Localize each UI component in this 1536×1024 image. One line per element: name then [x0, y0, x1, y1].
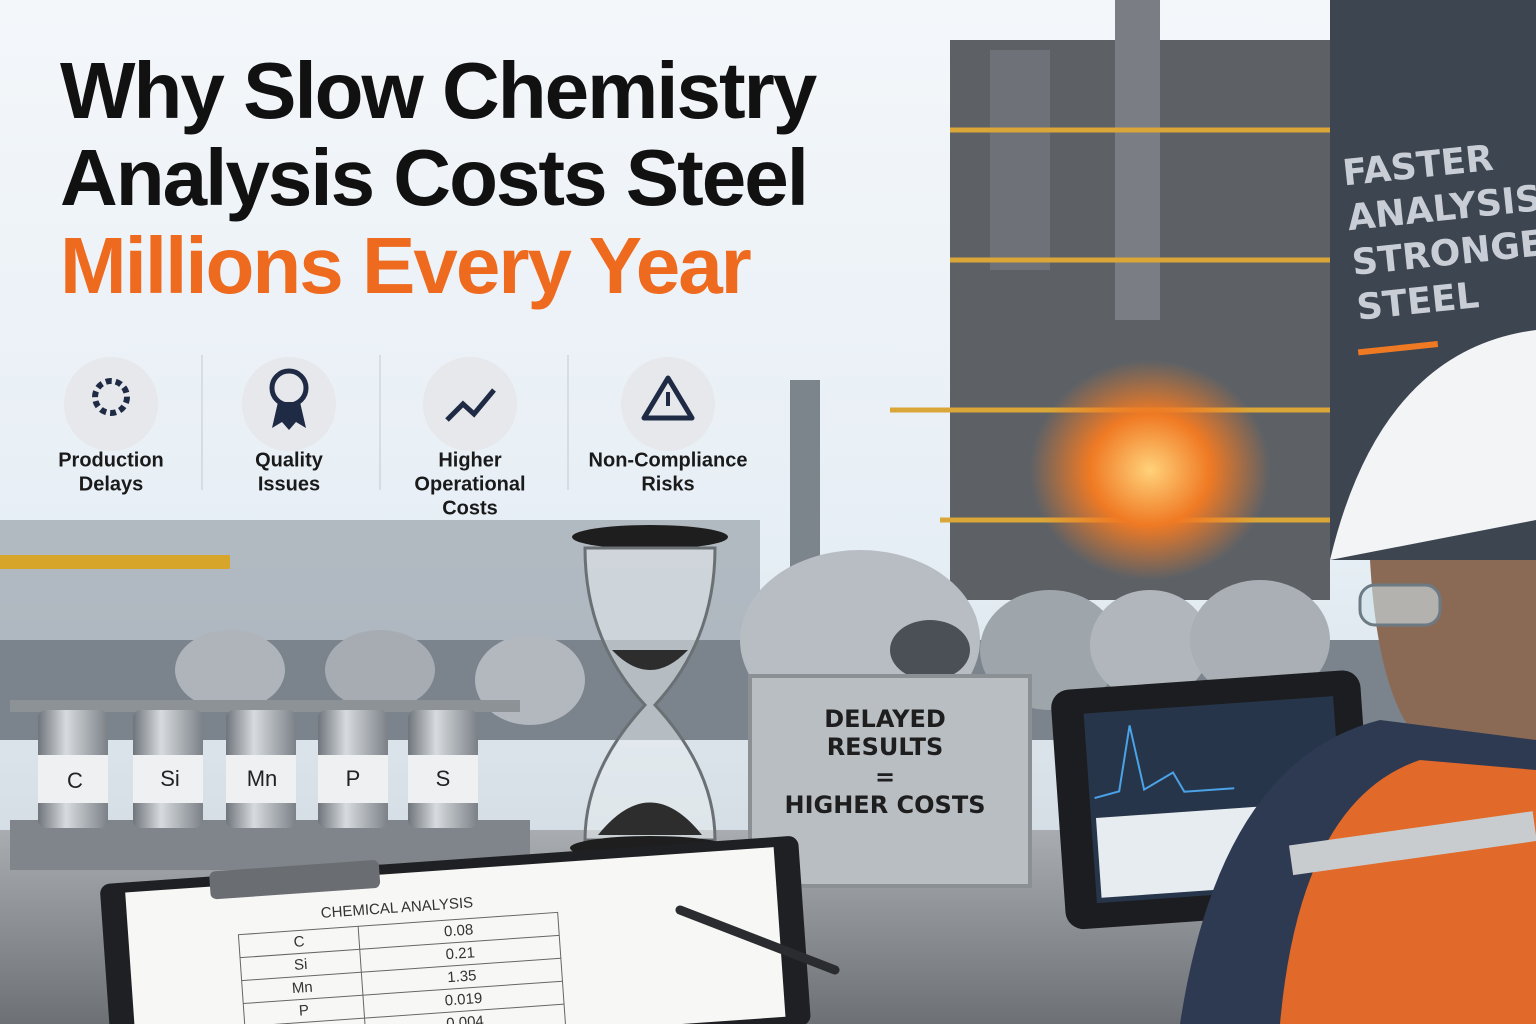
- sign-text: RESULTS: [827, 733, 944, 761]
- sample-label: P: [346, 766, 361, 791]
- title-line: Millions Every Year: [60, 221, 751, 310]
- worker: [1180, 330, 1536, 1024]
- issue-label: Non-Compliance: [589, 449, 748, 471]
- samples: [38, 710, 478, 828]
- sample-label: C: [67, 768, 83, 793]
- sign-text: HIGHER COSTS: [785, 791, 986, 819]
- issue-label: Operational: [414, 473, 525, 495]
- issue-label: Issues: [258, 473, 320, 495]
- title-line: Analysis Costs Steel: [60, 133, 807, 222]
- issue-label: Higher: [438, 449, 502, 471]
- sample-label: Si: [160, 766, 180, 791]
- issue-label: Production: [58, 449, 164, 471]
- tower-stripe: [1357, 341, 1439, 356]
- issue-icons: [64, 355, 715, 490]
- clipboard-element: Mn: [291, 979, 313, 997]
- clipboard-value: 0.08: [444, 921, 474, 940]
- sample-label: S: [436, 766, 451, 791]
- clipboard: CHEMICAL ANALYSIS C0.08Si0.21Mn1.35P0.01…: [100, 836, 811, 1024]
- sample-label: Mn: [247, 766, 278, 791]
- sign-text: =: [875, 763, 895, 791]
- issue-label: Costs: [442, 497, 498, 519]
- clipboard-grid: [237, 911, 567, 1024]
- clipboard-element: P: [298, 1002, 309, 1020]
- crane: [0, 555, 230, 569]
- pen: [675, 905, 840, 975]
- title-line: Why Slow Chemistry: [60, 46, 818, 135]
- issue-label: Risks: [641, 473, 694, 495]
- rack: [10, 700, 520, 712]
- furnace-glow: [1030, 360, 1270, 580]
- clipboard-element: C: [293, 933, 305, 951]
- sign-text: DELAYED: [824, 705, 946, 733]
- stack: [1115, 0, 1160, 320]
- clipboard-value: 1.35: [447, 967, 477, 986]
- clipboard-value: 0.019: [444, 990, 483, 1010]
- clipboard-value: 0.21: [445, 944, 475, 963]
- issue-label: Quality: [255, 449, 324, 471]
- result-sign: [748, 674, 1032, 888]
- issue-label: Delays: [79, 473, 144, 495]
- stack: [990, 50, 1050, 270]
- clipboard-value: 0.004: [446, 1013, 485, 1024]
- clipboard-element: Si: [293, 956, 307, 974]
